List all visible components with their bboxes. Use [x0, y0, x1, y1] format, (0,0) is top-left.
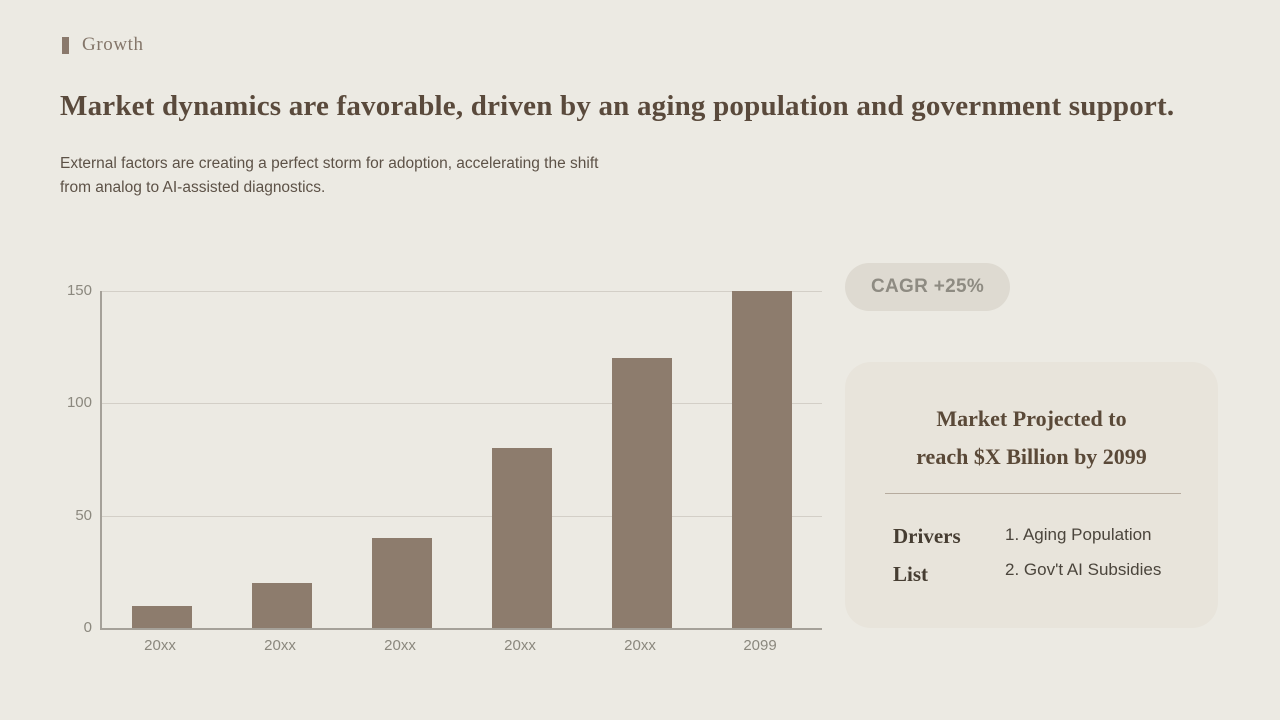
slide-title: Market dynamics are favorable, driven by…	[60, 90, 1175, 122]
y-axis-tick-label: 0	[83, 619, 92, 636]
bar	[732, 291, 792, 628]
list-item: 1. Aging Population	[1005, 525, 1152, 544]
gridline	[102, 515, 822, 517]
subtitle-line-1: External factors are creating a perfect …	[60, 155, 599, 172]
drivers-label: Drivers List	[893, 517, 961, 593]
subtitle-line-2: from analog to AI-assisted diagnostics.	[60, 179, 326, 196]
bar	[612, 358, 672, 628]
bar	[252, 583, 312, 628]
y-axis-tick-label: 50	[75, 506, 92, 524]
gridline	[102, 291, 822, 292]
section-label-text: Growth	[82, 34, 144, 55]
bar	[492, 448, 552, 628]
x-axis-tick-label: 20xx	[264, 637, 296, 654]
section-label: Growth	[62, 34, 144, 56]
slide-subtitle: External factors are creating a perfect …	[60, 152, 598, 200]
y-axis-tick-label: 150	[66, 282, 92, 299]
list-item: 2. Gov't AI Subsidies	[1005, 560, 1162, 579]
x-axis-tick-label: 20xx	[624, 637, 656, 654]
bar	[132, 605, 192, 628]
drivers-label-line-2: List	[893, 562, 929, 586]
bar	[372, 538, 432, 628]
cagr-badge: CAGR +25%	[845, 263, 1010, 311]
bar-chart-plot-area	[100, 291, 822, 630]
projection-card: Market Projected to reach $X Billion by 2…	[845, 362, 1218, 628]
x-axis-tick-label: 20xx	[384, 637, 416, 654]
x-axis-tick-label: 2099	[743, 637, 777, 654]
y-axis-tick-label: 100	[66, 394, 92, 412]
card-title-line-2: reach $X Billion by 2099	[916, 444, 1147, 469]
card-title-line-1: Market Projected to	[936, 406, 1127, 431]
divider	[885, 493, 1181, 494]
x-axis-tick-label: 20xx	[144, 637, 176, 654]
x-axis-tick-label: 20xx	[504, 637, 536, 654]
gridline	[102, 403, 822, 405]
section-marker-icon	[62, 36, 69, 54]
drivers-label-line-1: Drivers	[893, 524, 961, 548]
card-title: Market Projected to reach $X Billion by 2…	[845, 400, 1218, 476]
drivers-list: 1. Aging Population 2. Gov't AI Subsidie…	[1005, 523, 1161, 582]
